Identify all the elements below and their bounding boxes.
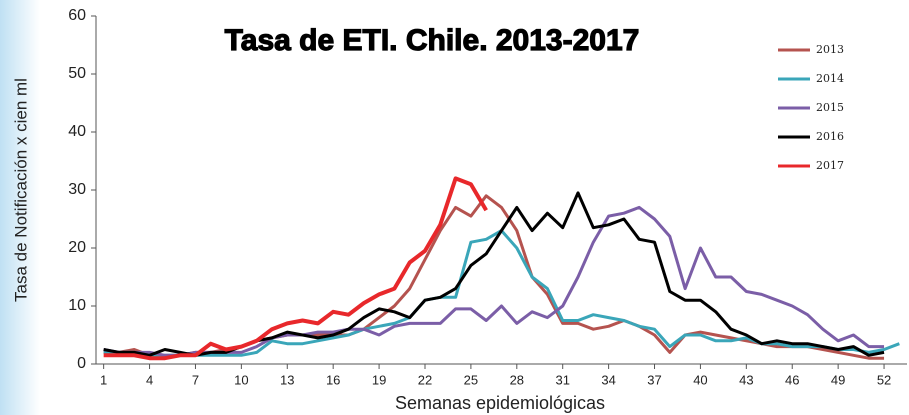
y-tick-label: 50 (68, 65, 86, 82)
legend-label: 2016 (816, 130, 844, 143)
x-axis-label: Semanas epidemiológicas (395, 393, 605, 413)
x-tick-label: 4 (146, 372, 153, 387)
series-line (103, 176, 488, 361)
x-tick-label: 34 (601, 372, 615, 387)
x-tick-label: 13 (280, 372, 294, 387)
x-tick-label: 46 (785, 372, 799, 387)
series-line (103, 229, 900, 357)
y-tick-label: 30 (68, 181, 86, 198)
y-tick-label: 0 (77, 355, 86, 372)
series-line (103, 205, 885, 357)
series-line (103, 191, 885, 357)
x-tick-label: 16 (326, 372, 340, 387)
y-tick-label: 10 (68, 297, 86, 314)
x-tick-label: 22 (418, 372, 432, 387)
y-axis-label: Tasa de Notificación x cien ml (11, 78, 30, 302)
x-tick-label: 7 (192, 372, 199, 387)
legend-label: 2015 (816, 101, 844, 114)
x-tick-label: 52 (877, 372, 891, 387)
x-tick-label: 25 (464, 372, 478, 387)
x-tick-label: 43 (739, 372, 753, 387)
x-tick-label: 28 (510, 372, 524, 387)
x-tick-label: 40 (693, 372, 707, 387)
x-tick-label: 31 (555, 372, 569, 387)
y-tick-label: 20 (68, 239, 86, 256)
legend-label: 2014 (816, 72, 844, 85)
legend-label: 2017 (816, 159, 844, 172)
y-tick-label: 40 (68, 123, 86, 140)
legend-label: 2013 (816, 43, 844, 56)
x-tick-label: 1 (100, 372, 107, 387)
edge-shade (0, 0, 40, 415)
x-tick-label: 10 (234, 372, 248, 387)
y-tick-label: 60 (68, 7, 86, 24)
x-tick-label: 19 (372, 372, 386, 387)
chart-title: Tasa de ETI. Chile. 2013-2017 (225, 24, 640, 57)
series-line (103, 194, 885, 360)
x-tick-label: 49 (831, 372, 845, 387)
x-tick-label: 37 (647, 372, 661, 387)
